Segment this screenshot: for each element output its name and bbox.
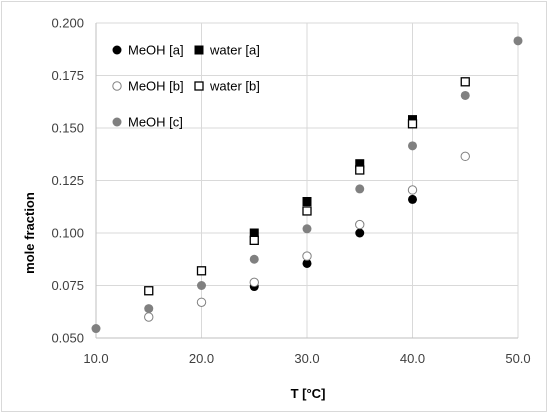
data-point xyxy=(355,228,365,238)
data-point xyxy=(460,77,470,87)
data-points xyxy=(91,36,523,334)
x-tick-label: 40.0 xyxy=(400,351,425,366)
y-tick-label: 0.150 xyxy=(51,121,84,136)
data-point xyxy=(513,36,523,46)
data-point xyxy=(355,165,365,175)
data-point xyxy=(355,184,365,194)
legend-marker xyxy=(194,81,204,91)
data-point xyxy=(460,151,470,162)
data-point xyxy=(196,266,207,276)
y-tick-label: 0.050 xyxy=(51,331,84,346)
data-point xyxy=(408,141,417,151)
y-tick-labels: 0.050 0.075 0.100 0.125 0.150 0.175 0.200 xyxy=(51,16,84,346)
legend: MeOH [a] water [a] MeOH [b] water [b] MeOH [… xyxy=(112,43,260,130)
y-tick-label: 0.200 xyxy=(51,16,84,31)
data-point xyxy=(249,254,259,264)
y-tick-label: 0.075 xyxy=(51,278,84,293)
data-point xyxy=(196,297,207,307)
x-tick-label: 10.0 xyxy=(83,351,108,366)
data-point xyxy=(355,159,365,169)
axes xyxy=(95,23,518,339)
series-3 xyxy=(144,77,470,296)
y-axis-title: mole fraction xyxy=(22,192,37,274)
data-point xyxy=(144,304,154,314)
data-point xyxy=(197,281,206,290)
x-tick-labels: 10.0 20.0 30.0 40.0 50.0 xyxy=(83,351,530,366)
x-tick-label: 20.0 xyxy=(189,351,214,366)
data-point xyxy=(144,312,154,322)
data-point xyxy=(249,228,259,238)
y-tick-label: 0.175 xyxy=(51,68,84,83)
legend-marker xyxy=(112,117,122,127)
legend-marker xyxy=(194,45,204,55)
legend-label: MeOH [c] xyxy=(128,115,183,130)
series-0 xyxy=(249,194,417,292)
data-point xyxy=(302,251,312,261)
legend-label: MeOH [b] xyxy=(128,79,184,94)
data-point xyxy=(355,219,365,230)
legend-marker xyxy=(112,45,122,55)
legend-label: water [a] xyxy=(209,43,260,58)
y-tick-label: 0.100 xyxy=(51,226,84,241)
x-tick-label: 50.0 xyxy=(505,351,530,366)
data-point xyxy=(249,277,259,288)
data-point xyxy=(302,224,312,234)
data-point xyxy=(407,185,418,195)
data-point xyxy=(144,286,154,296)
data-point xyxy=(407,119,418,129)
data-point xyxy=(302,197,312,206)
series-4 xyxy=(91,36,523,334)
x-tick-label: 30.0 xyxy=(294,351,319,366)
data-point xyxy=(249,235,259,246)
legend-marker xyxy=(112,81,122,91)
data-point xyxy=(302,206,312,216)
x-axis-title: T [°C] xyxy=(291,386,326,401)
y-tick-label: 0.125 xyxy=(51,173,84,188)
data-point xyxy=(91,324,101,334)
series-2 xyxy=(144,151,470,322)
data-point xyxy=(460,90,470,100)
legend-label: MeOH [a] xyxy=(128,43,184,58)
legend-label: water [b] xyxy=(209,79,260,94)
grid-lines xyxy=(96,22,519,338)
data-point xyxy=(302,258,312,268)
data-point xyxy=(408,194,417,204)
series-1 xyxy=(249,115,417,238)
